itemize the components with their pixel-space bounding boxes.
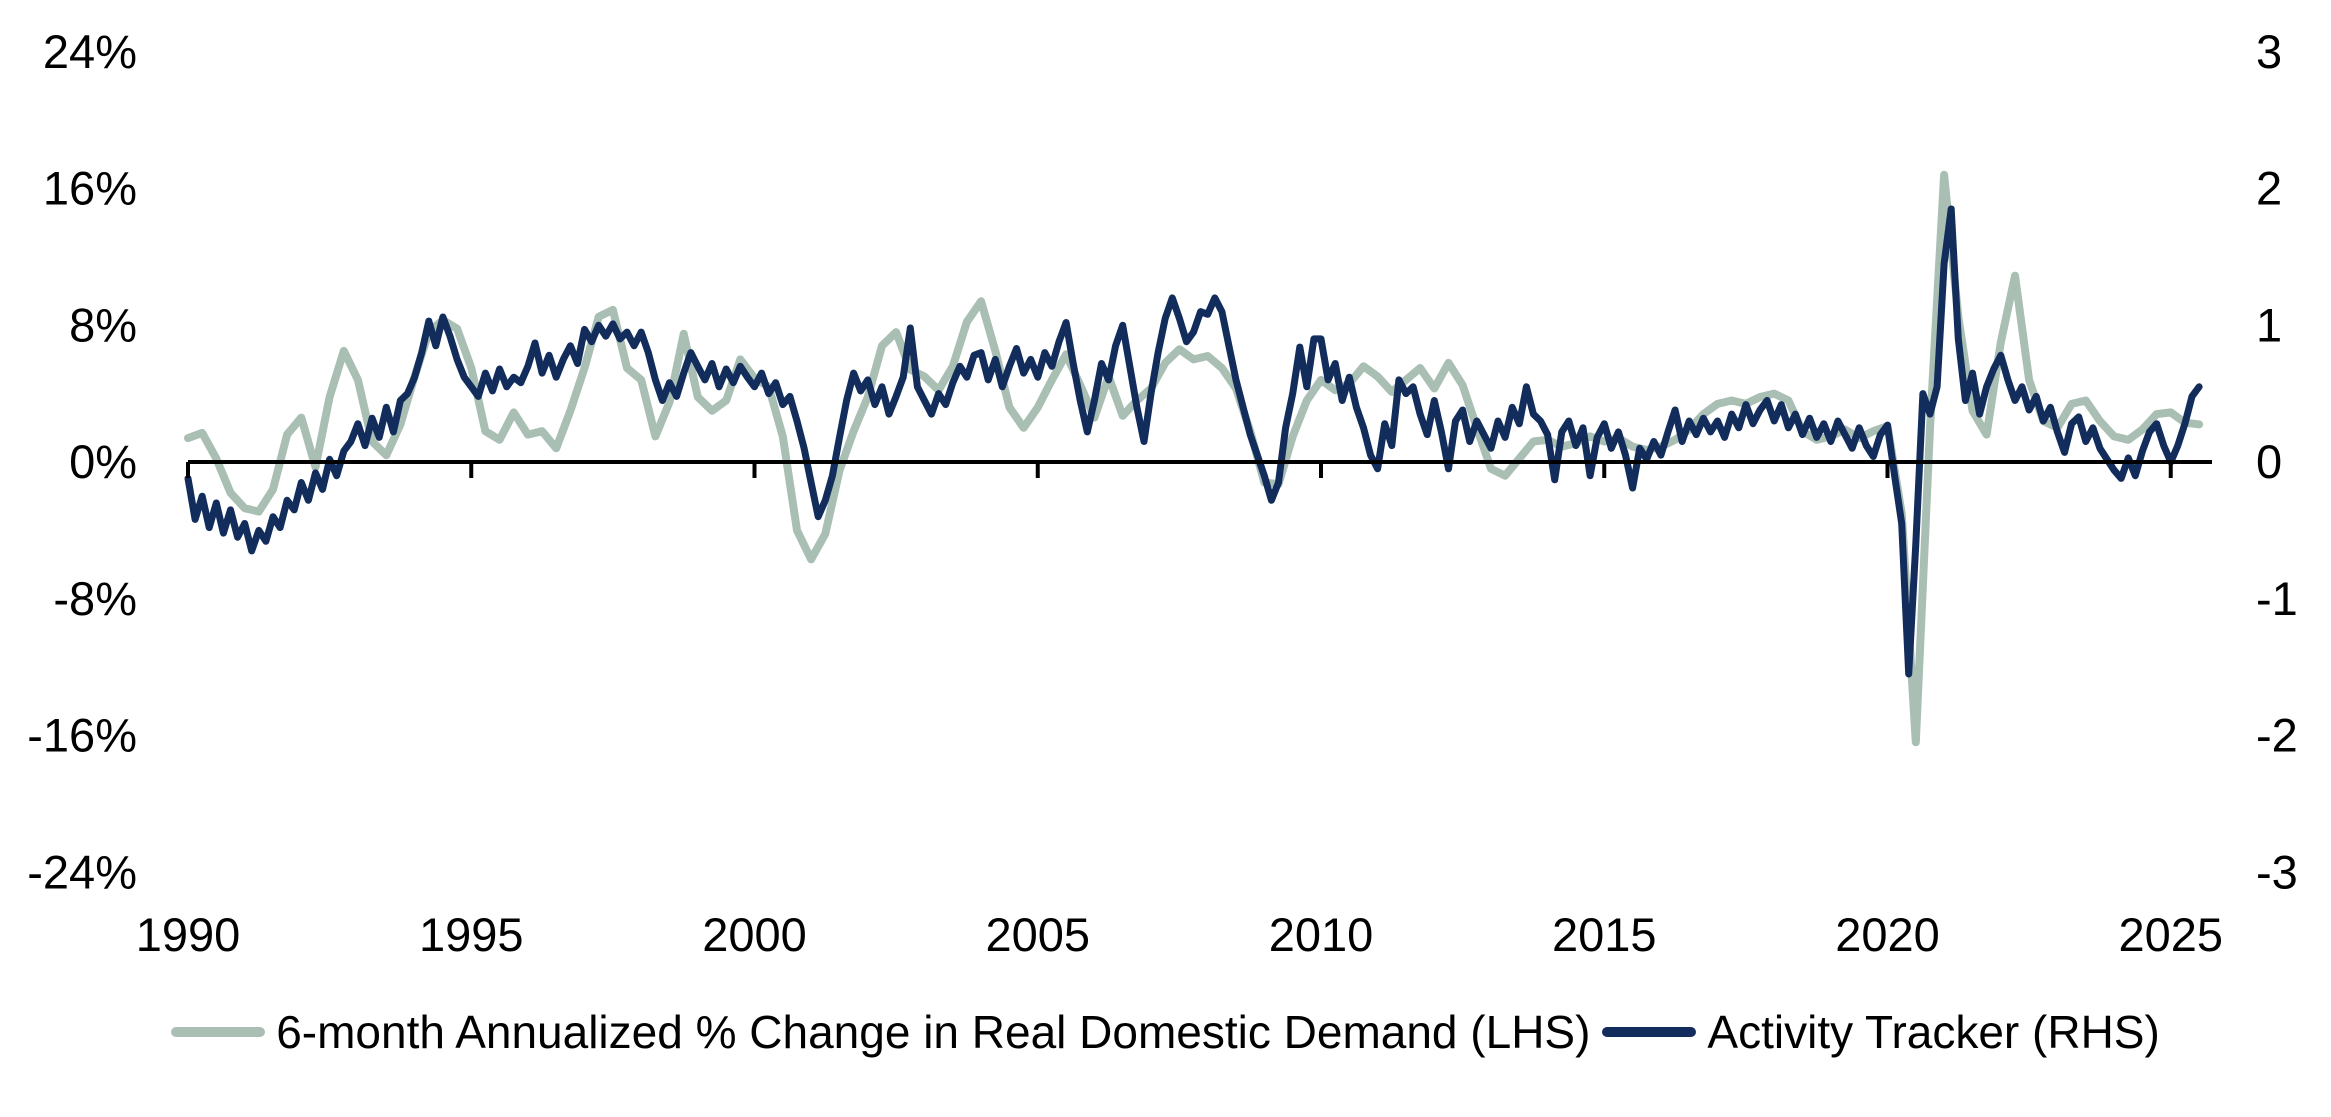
y-axis-right-label: 2 [2256, 162, 2282, 215]
x-axis-label: 2025 [2118, 908, 2223, 961]
x-axis-label: 2005 [985, 908, 1090, 961]
y-axis-right-label: 0 [2256, 435, 2282, 488]
legend-item-tracker: Activity Tracker (RHS) [1602, 1005, 2160, 1059]
y-axis-left-label: -8% [53, 572, 137, 625]
y-axis-left-label: 16% [43, 162, 137, 215]
x-axis-label: 2015 [1552, 908, 1657, 961]
legend-label-demand: 6-month Annualized % Change in Real Dome… [276, 1006, 1591, 1058]
y-axis-left-label: -16% [27, 709, 137, 762]
y-axis-left-label: -24% [27, 845, 137, 898]
y-axis-right-label: -2 [2256, 709, 2298, 762]
series-line-tracker [184, 205, 2203, 678]
tracker-line-swatch-icon [1602, 1027, 1697, 1037]
y-axis-right-label: -1 [2256, 572, 2298, 625]
y-axis-right-label: 1 [2256, 298, 2282, 351]
demand-line-swatch-icon [171, 1027, 266, 1037]
chart-legend: 6-month Annualized % Change in Real Dome… [0, 1005, 2331, 1059]
y-axis-left-label: 24% [43, 25, 137, 78]
y-axis-left-label: 0% [69, 435, 137, 488]
x-axis-label: 1995 [419, 908, 524, 961]
series-line-demand [184, 170, 2204, 747]
legend-item-demand: 6-month Annualized % Change in Real Dome… [171, 1005, 1590, 1059]
x-axis-label: 2020 [1835, 908, 1940, 961]
y-axis-right-label: 3 [2256, 25, 2282, 78]
x-axis-label: 2000 [702, 908, 807, 961]
x-axis-label: 1990 [136, 908, 241, 961]
legend-label-tracker: Activity Tracker (RHS) [1707, 1006, 2160, 1058]
x-axis-label: 2010 [1269, 908, 1374, 961]
y-axis-right-label: -3 [2256, 845, 2298, 898]
y-axis-left-label: 8% [69, 298, 137, 351]
